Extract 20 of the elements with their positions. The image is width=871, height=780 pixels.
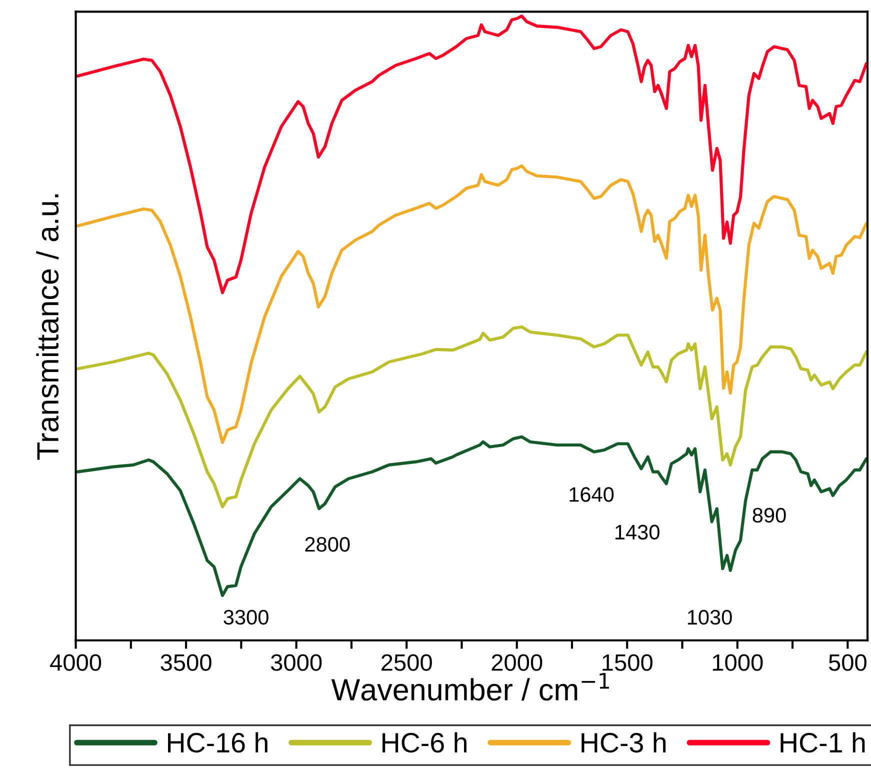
x-tick-label: 1500	[602, 654, 652, 671]
x-tick-label: 3000	[270, 654, 322, 671]
legend-label: HC-6 h	[382, 732, 466, 753]
legend-label: HC-16 h	[168, 732, 268, 753]
annotation: 3300	[224, 610, 268, 625]
x-tick-label: 2500	[382, 654, 432, 671]
legend-label: HC-3 h	[582, 732, 666, 753]
x-axis-title: Wavenumber / cm$^{−1}$	[331, 673, 609, 701]
x-tick-label: 3500	[160, 654, 212, 671]
x-tick-label: 1000	[712, 654, 763, 671]
annotation: 2800	[305, 536, 350, 552]
y-axis-title: Transmittance / a.u.	[36, 194, 59, 460]
x-tick-label: 4000	[50, 654, 102, 671]
x-tick-label: 2000	[492, 654, 542, 671]
annotation: 1430	[615, 524, 660, 540]
annotation: 890	[752, 508, 786, 523]
annotation: 1030	[688, 610, 732, 625]
x-tick-label: 500	[828, 654, 866, 671]
legend-label: HC-1 h	[780, 732, 865, 753]
annotation: 1640	[570, 487, 614, 502]
